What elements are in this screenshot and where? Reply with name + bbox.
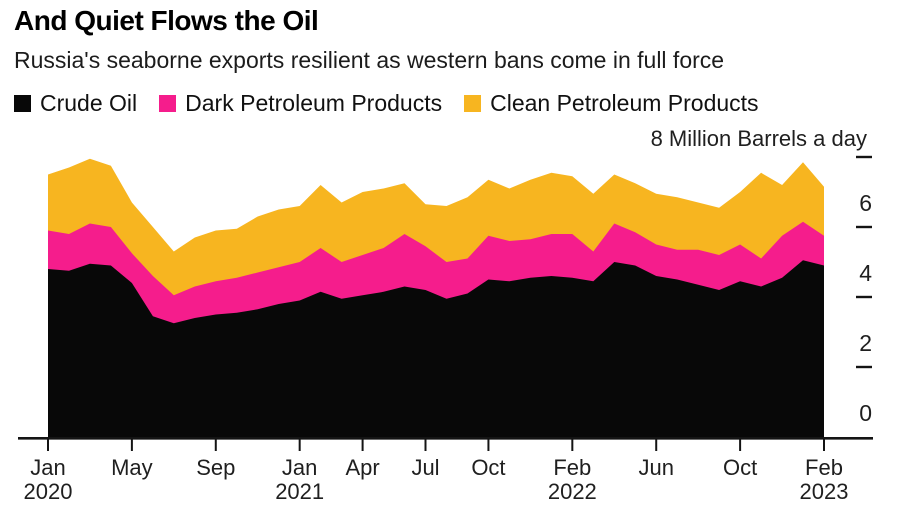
y-tick-label: 2: [859, 330, 872, 356]
y-tick-label: 4: [859, 260, 872, 286]
x-tick-label: Oct: [723, 455, 757, 480]
x-tick-label: Jan: [30, 455, 65, 480]
legend-item-crude-oil: Crude Oil: [14, 90, 137, 117]
x-tick-label: Apr: [345, 455, 379, 480]
legend-label: Crude Oil: [40, 90, 138, 116]
legend-label: Dark Petroleum Products: [185, 90, 443, 116]
x-tick-label: Sep: [196, 455, 235, 480]
x-tick-label: Oct: [471, 455, 505, 480]
x-tick-year-label: 2023: [800, 479, 849, 504]
legend-label: Clean Petroleum Products: [490, 90, 759, 116]
x-tick-label: Jan: [282, 455, 317, 480]
y-axis-title: 8 Million Barrels a day: [650, 126, 867, 151]
x-tick-label: May: [111, 455, 153, 480]
y-tick-label: 0: [859, 400, 872, 426]
y-tick-label: 6: [859, 190, 872, 216]
x-tick-year-label: 2021: [275, 479, 324, 504]
x-tick-label: Jun: [638, 455, 673, 480]
x-tick-label: Jul: [411, 455, 439, 480]
legend-swatch-crude-oil: [14, 95, 31, 112]
x-tick-label: Feb: [805, 455, 843, 480]
legend-swatch-clean-petroleum-products: [464, 95, 482, 112]
x-tick-label: Feb: [553, 455, 591, 480]
chart-title: And Quiet Flows the Oil: [14, 5, 319, 36]
legend-item-dark-petroleum-products: Dark Petroleum Products: [159, 90, 442, 117]
legend: Crude Oil Dark Petroleum Products Clean …: [14, 90, 759, 117]
x-tick-year-label: 2022: [548, 479, 597, 504]
x-tick-year-label: 2020: [24, 479, 73, 504]
chart-subtitle: Russia's seaborne exports resilient as w…: [14, 47, 725, 73]
legend-swatch-dark-petroleum-products: [159, 95, 177, 112]
area-crude-oil: [48, 260, 824, 437]
legend-item-clean-petroleum-products: Clean Petroleum Products: [464, 90, 759, 117]
